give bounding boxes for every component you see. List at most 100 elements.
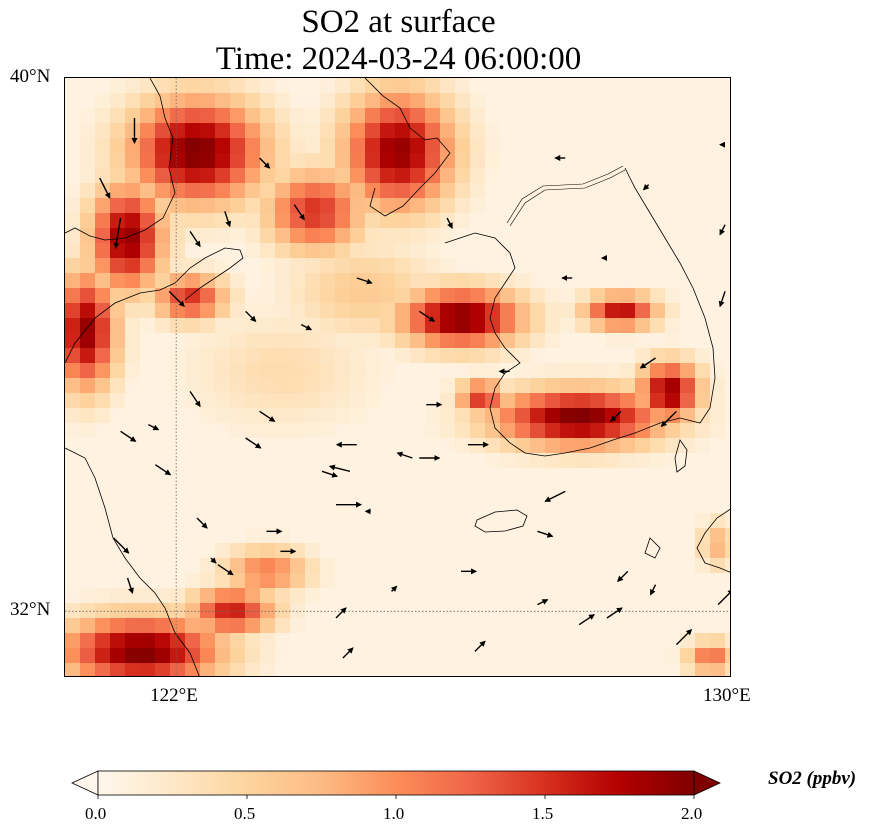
so2-cell — [650, 498, 666, 514]
so2-cell — [440, 183, 456, 199]
so2-cell — [290, 618, 306, 634]
so2-cell — [80, 348, 96, 364]
so2-cell — [500, 123, 516, 139]
coastline-liaodong — [364, 78, 451, 217]
so2-cell — [560, 108, 576, 124]
so2-cell — [590, 378, 606, 394]
so2-cell — [230, 498, 246, 514]
so2-cell — [350, 483, 366, 499]
so2-cell — [65, 528, 81, 544]
so2-cell — [290, 138, 306, 154]
so2-cell — [650, 438, 666, 454]
so2-cell — [605, 348, 621, 364]
so2-cell — [365, 558, 381, 574]
so2-cell — [110, 378, 126, 394]
so2-cell — [320, 318, 336, 334]
so2-cell — [620, 663, 636, 676]
so2-cell — [365, 303, 381, 319]
so2-cell — [110, 348, 126, 364]
so2-cell — [125, 168, 141, 184]
so2-cell — [590, 303, 606, 319]
so2-cell — [515, 333, 531, 349]
so2-cell — [230, 243, 246, 259]
so2-cell — [620, 543, 636, 559]
so2-cell — [65, 408, 81, 424]
so2-cell — [320, 93, 336, 109]
so2-cell — [275, 318, 291, 334]
so2-cell — [500, 453, 516, 469]
so2-cell — [635, 258, 651, 274]
so2-cell — [530, 648, 546, 664]
so2-cell — [65, 543, 81, 559]
so2-cell — [335, 333, 351, 349]
so2-cell — [335, 168, 351, 184]
so2-cell — [170, 243, 186, 259]
so2-cell — [320, 213, 336, 229]
so2-cell — [650, 348, 666, 364]
so2-cell — [80, 288, 96, 304]
so2-cell — [125, 363, 141, 379]
so2-cell — [575, 468, 591, 484]
so2-cell — [335, 513, 351, 529]
so2-cell — [305, 513, 321, 529]
so2-cell — [215, 423, 231, 439]
so2-cell — [425, 183, 441, 199]
so2-cell — [200, 423, 216, 439]
so2-cell — [155, 288, 171, 304]
so2-cell — [305, 573, 321, 589]
so2-cell — [110, 558, 126, 574]
so2-cell — [710, 573, 726, 589]
so2-cell — [560, 333, 576, 349]
so2-cell — [470, 273, 486, 289]
so2-cell — [485, 138, 501, 154]
so2-cell — [320, 453, 336, 469]
so2-cell — [500, 663, 516, 676]
so2-cell — [335, 318, 351, 334]
so2-cell — [305, 108, 321, 124]
so2-cell — [575, 348, 591, 364]
so2-cell — [140, 243, 156, 259]
so2-cell — [515, 378, 531, 394]
so2-cell — [455, 273, 471, 289]
so2-cell — [545, 93, 561, 109]
so2-cell — [305, 468, 321, 484]
so2-cell — [305, 243, 321, 259]
so2-cell — [500, 543, 516, 559]
so2-cell — [560, 318, 576, 334]
so2-cell — [230, 438, 246, 454]
so2-cell — [605, 258, 621, 274]
so2-cell — [125, 393, 141, 409]
so2-cell — [725, 633, 730, 649]
so2-cell — [695, 528, 711, 544]
coastline-shandong — [65, 247, 244, 364]
so2-cell — [110, 198, 126, 214]
so2-cell — [305, 93, 321, 109]
so2-cell — [185, 573, 201, 589]
so2-cell — [320, 108, 336, 124]
so2-cell — [575, 588, 591, 604]
so2-cell — [185, 183, 201, 199]
map-panel[interactable] — [64, 77, 731, 677]
so2-cell — [125, 528, 141, 544]
so2-cell — [650, 213, 666, 229]
so2-cell — [395, 483, 411, 499]
so2-cell — [170, 633, 186, 649]
so2-cell — [455, 378, 471, 394]
so2-cell — [710, 558, 726, 574]
so2-cell — [650, 228, 666, 244]
so2-cell — [395, 333, 411, 349]
so2-cell — [65, 228, 81, 244]
so2-cell — [470, 438, 486, 454]
so2-cell — [170, 288, 186, 304]
so2-cell — [335, 483, 351, 499]
so2-cell — [245, 423, 261, 439]
so2-cell — [140, 108, 156, 124]
so2-cell — [305, 663, 321, 676]
so2-cell — [695, 408, 711, 424]
so2-cell — [500, 483, 516, 499]
so2-cell — [650, 303, 666, 319]
so2-cell — [650, 168, 666, 184]
so2-cell — [110, 273, 126, 289]
wind-arrow — [610, 410, 622, 423]
so2-cell — [110, 468, 126, 484]
